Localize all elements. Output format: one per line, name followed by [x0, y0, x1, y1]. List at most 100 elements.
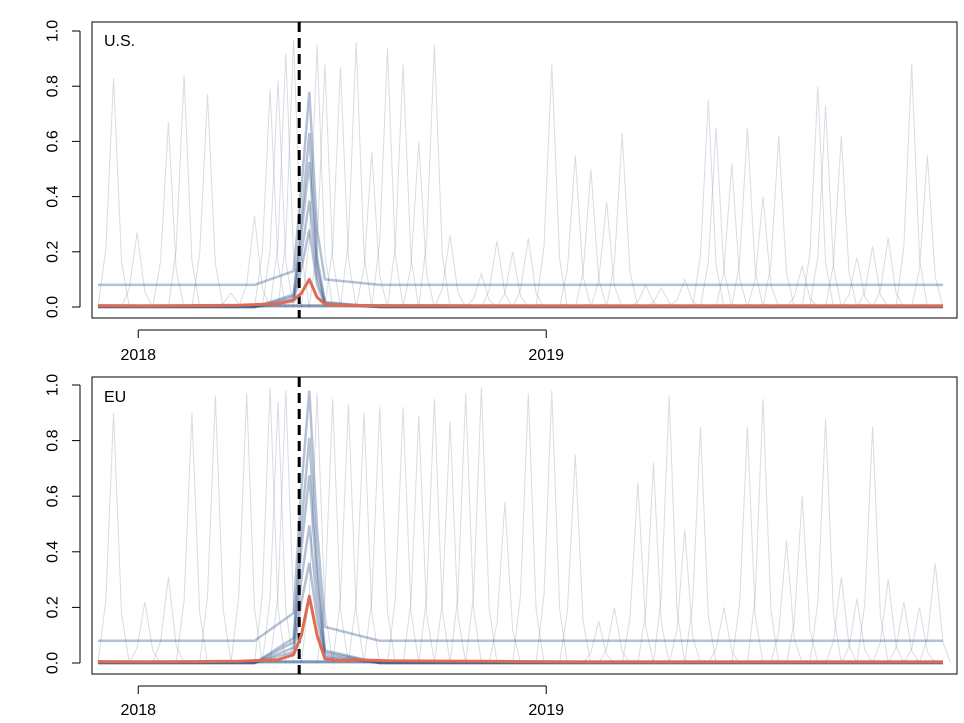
background-series-line	[746, 196, 780, 308]
background-series-line	[261, 401, 295, 664]
background-series-line	[254, 88, 287, 308]
cluster-series-line	[98, 475, 943, 665]
background-series-line	[574, 168, 608, 308]
background-series-line	[559, 454, 592, 664]
background-series-line	[621, 482, 654, 664]
background-series-line	[152, 576, 185, 664]
background-series-line	[911, 155, 944, 308]
background-series-line	[809, 105, 842, 308]
background-series-line	[488, 501, 521, 664]
panel-us: U.S. 0.0 0.2 0.4 0.6 0.8 1.0 2018 2019	[45, 20, 958, 364]
x-tick-label: 2019	[528, 347, 564, 364]
background-series-line	[700, 127, 733, 308]
mean-series-line	[97, 594, 943, 664]
background-series-line	[238, 215, 271, 308]
background-series-line	[762, 135, 795, 308]
background-series-line	[230, 393, 263, 664]
y-tick-label: 0.6	[45, 485, 62, 507]
y-tick-label: 1.0	[45, 20, 62, 42]
background-series-line	[254, 387, 287, 664]
background-series-line	[535, 390, 568, 664]
x-tick-label: 2019	[528, 702, 564, 718]
background-series-line	[269, 53, 302, 308]
x-tick-label: 2018	[120, 347, 156, 364]
y-tick-label: 0.6	[45, 130, 62, 152]
background-series-line	[653, 396, 686, 664]
background-series-line	[308, 64, 341, 308]
background-series-line	[856, 246, 889, 308]
y-tick-label: 0.2	[45, 241, 62, 263]
background-series-line	[872, 237, 905, 308]
cluster-series-line	[98, 132, 943, 309]
background-series-line	[637, 462, 670, 664]
background-series-line	[606, 133, 639, 308]
background-series-line	[402, 141, 435, 308]
background-series-line	[801, 86, 834, 308]
background-series-line	[363, 407, 396, 664]
background-series-line	[324, 66, 357, 308]
cluster-series-line	[98, 390, 943, 643]
y-tick-label: 0.4	[45, 185, 62, 207]
background-series-line	[872, 579, 905, 664]
background-series-line	[465, 272, 498, 308]
background-series-line	[887, 601, 920, 664]
background-series-line	[535, 64, 568, 308]
background-series-line	[121, 232, 154, 308]
plot-frame-us	[91, 21, 958, 319]
background-series-line	[199, 396, 232, 664]
background-series-line	[128, 601, 162, 664]
background-series-line	[340, 41, 373, 308]
background-series-line	[269, 390, 302, 664]
mean-series-line	[97, 277, 943, 308]
background-series-line	[316, 398, 349, 664]
background-series-line	[512, 393, 545, 664]
background-series-line	[152, 122, 185, 308]
background-series-line	[300, 44, 334, 308]
background-series-line	[684, 426, 717, 664]
y-tick-label: 0.2	[45, 596, 62, 618]
background-series-line	[903, 607, 936, 664]
background-series-line	[840, 257, 873, 308]
x-tick-label: 2018	[120, 702, 156, 718]
background-series-line	[825, 135, 858, 308]
plot-frame-eu	[91, 376, 958, 675]
cluster-series-line	[98, 200, 943, 309]
background-series-line	[449, 393, 482, 664]
background-series-line	[559, 155, 592, 308]
panel-eu: EU 0.0 0.2 0.4 0.6 0.8 1.0 2018 2019	[45, 374, 958, 719]
background-series-line	[746, 398, 780, 664]
background-series-line	[707, 607, 741, 664]
background-series-line	[629, 283, 662, 308]
background-series-line	[347, 412, 381, 664]
cluster-series-line	[98, 91, 943, 287]
background-series-line	[512, 237, 545, 308]
background-series-line	[300, 393, 334, 664]
background-series-line	[770, 540, 803, 664]
y-tick-label: 0.0	[45, 296, 62, 318]
background-series-line	[97, 77, 130, 308]
background-series-line	[825, 576, 858, 664]
background-series-line	[433, 421, 467, 664]
background-series-line	[668, 529, 701, 664]
background-series-line	[277, 39, 310, 308]
y-tick-label: 0.8	[45, 429, 62, 451]
background-series-line	[167, 75, 201, 308]
background-series-line	[895, 64, 928, 308]
background-series-line	[692, 99, 725, 308]
background-series-line	[668, 277, 701, 308]
cluster-series-line	[98, 437, 943, 665]
background-series-line	[731, 426, 764, 664]
y-tick-label: 0.8	[45, 75, 62, 97]
background-series-line	[715, 163, 748, 308]
background-series-line	[840, 599, 874, 664]
background-series-line	[480, 240, 514, 308]
background-series-line	[856, 426, 889, 664]
background-series-line	[809, 418, 842, 664]
background-series-line	[387, 64, 420, 308]
background-series-line	[496, 251, 529, 308]
background-series-line	[786, 496, 819, 664]
background-series-line	[355, 152, 388, 308]
background-series-line	[371, 47, 404, 308]
background-series-line	[465, 387, 498, 664]
